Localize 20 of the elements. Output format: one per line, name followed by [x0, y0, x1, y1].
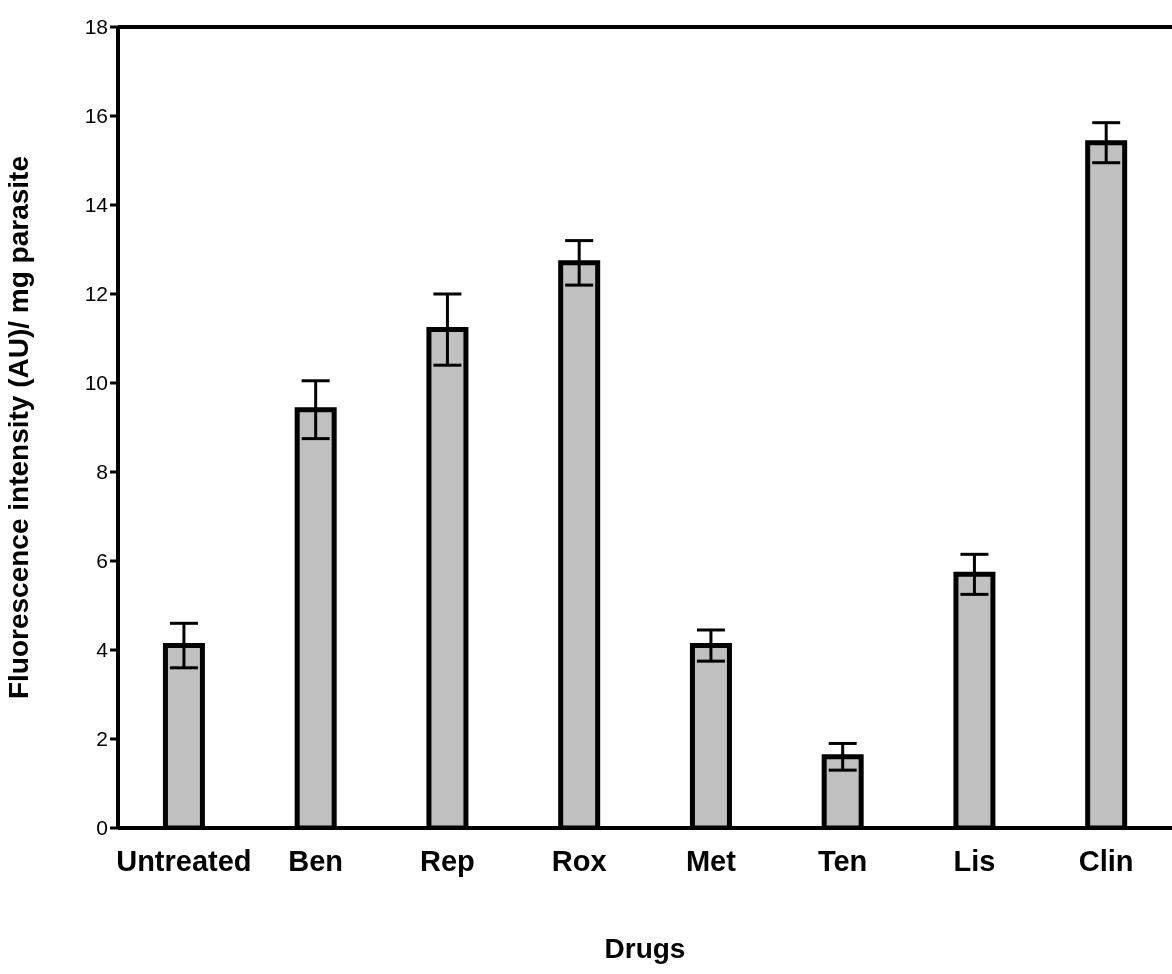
y-tick-label: 4: [96, 638, 109, 662]
y-tick-label: 18: [84, 15, 108, 39]
x-tick-label: Rep: [419, 844, 475, 877]
y-tick-label: 16: [84, 104, 108, 128]
x-tick-label: Ten: [817, 844, 868, 877]
x-tick-label: Clin: [1078, 844, 1134, 877]
x-tick-label: Untreated: [116, 844, 252, 877]
y-tick-label: 14: [84, 193, 109, 217]
y-tick-label: 0: [96, 816, 108, 840]
x-axis-title: Drugs: [604, 933, 686, 964]
y-axis-title: Fluorescence intensity (AU)/ mg parasite: [2, 155, 34, 700]
y-tick-label: 12: [84, 282, 108, 306]
x-tick-label: Ben: [288, 844, 344, 877]
x-tick-label: Rox: [551, 844, 607, 877]
y-tick-label: 2: [96, 727, 108, 751]
y-tick-label: 10: [84, 371, 108, 395]
x-tick-label: Lis: [953, 844, 996, 877]
y-tick-label: 8: [96, 460, 108, 484]
x-tick-label: Met: [685, 844, 737, 877]
y-tick-label: 6: [96, 549, 108, 573]
